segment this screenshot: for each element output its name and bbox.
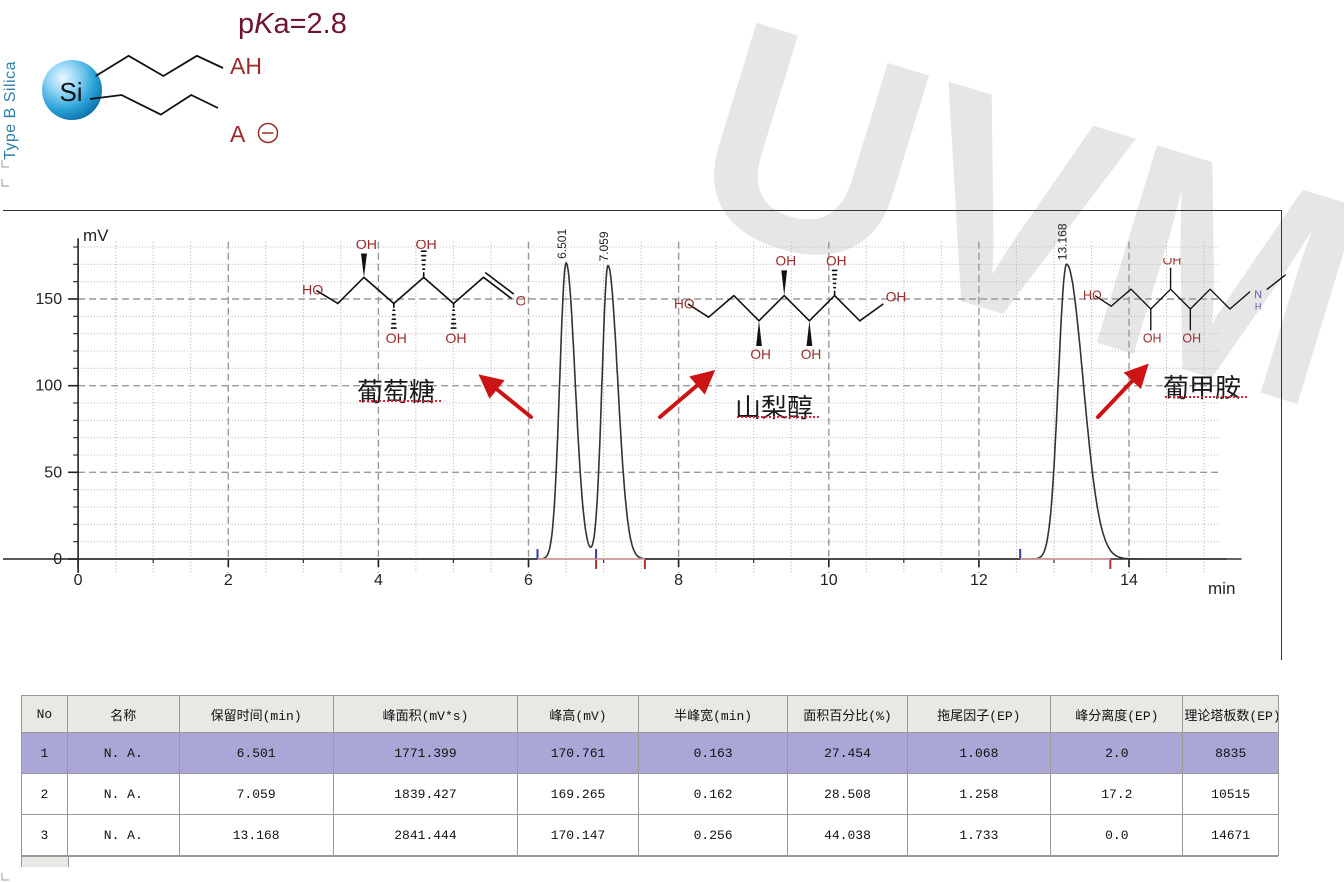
svg-text:13.168: 13.168: [1056, 223, 1070, 260]
svg-text:10: 10: [820, 572, 838, 589]
svg-text:0: 0: [53, 551, 62, 568]
svg-text:150: 150: [35, 291, 62, 308]
svg-text:100: 100: [35, 378, 62, 395]
svg-text:mV: mV: [83, 226, 109, 245]
svg-text:A: A: [230, 121, 246, 147]
svg-text:2: 2: [224, 572, 233, 589]
svg-text:7.059: 7.059: [597, 231, 611, 261]
svg-text:AH: AH: [230, 53, 262, 79]
svg-text:14: 14: [1120, 572, 1138, 589]
svg-text:50: 50: [44, 464, 62, 481]
svg-text:8: 8: [674, 572, 683, 589]
svg-text:0: 0: [74, 572, 83, 589]
svg-text:6: 6: [524, 572, 533, 589]
svg-text:12: 12: [970, 572, 988, 589]
svg-text:min: min: [1208, 579, 1235, 598]
svg-text:Si: Si: [59, 77, 82, 107]
svg-text:4: 4: [374, 572, 383, 589]
svg-text:6.501: 6.501: [555, 229, 569, 259]
